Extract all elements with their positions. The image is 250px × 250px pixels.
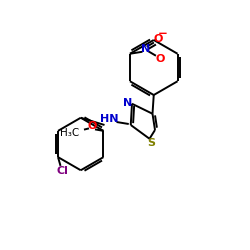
Text: O: O bbox=[87, 122, 97, 132]
Text: S: S bbox=[147, 138, 155, 148]
Text: Cl: Cl bbox=[56, 166, 68, 176]
Text: H₃C: H₃C bbox=[60, 128, 80, 138]
Text: N: N bbox=[123, 98, 132, 108]
Text: HN: HN bbox=[100, 114, 119, 124]
Text: N: N bbox=[141, 44, 150, 54]
Text: O: O bbox=[156, 54, 165, 64]
Text: −: − bbox=[158, 26, 168, 40]
Text: O: O bbox=[154, 34, 163, 44]
